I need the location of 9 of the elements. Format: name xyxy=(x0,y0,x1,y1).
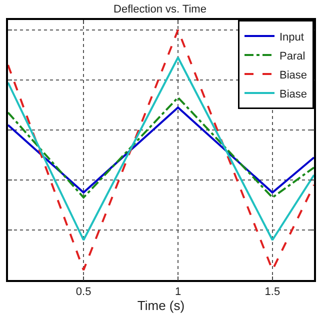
x-axis-title: Time (s) xyxy=(137,298,185,314)
legend-label: Biase xyxy=(280,69,308,82)
chart-title: Deflection vs. Time xyxy=(114,4,206,16)
legend-label: Input xyxy=(280,31,304,44)
legend-label: Paral xyxy=(280,50,306,62)
legend-label: Biase xyxy=(280,88,308,100)
x-tick-label: 1 xyxy=(174,286,182,298)
x-tick-label: 1.5 xyxy=(264,286,280,298)
x-tick-label: 0.5 xyxy=(76,286,92,298)
